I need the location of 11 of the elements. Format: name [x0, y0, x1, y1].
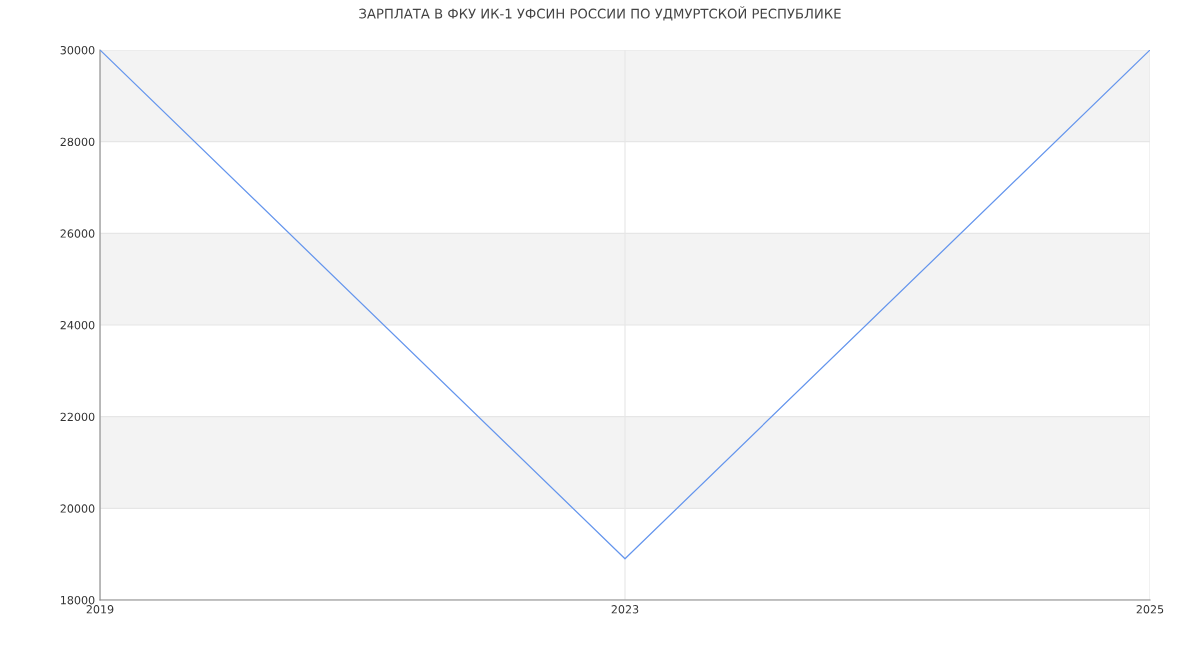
- y-tick-label: 30000: [60, 45, 95, 55]
- y-tick-label: 18000: [61, 595, 95, 605]
- y-tick-label: 26000: [60, 229, 95, 238]
- chart-title: ЗАРПЛАТА В ФКУ ИК-1 УФСИН РОССИИ ПО УДМУРТСКОЙ РЕСПУБЛИКЕ: [359, 6, 841, 21]
- y-tick-label: 28000: [60, 137, 95, 147]
- y-tick-label: 24000: [60, 320, 95, 330]
- y-tick-label: 20000: [60, 504, 95, 513]
- y-tick-label: 22000: [60, 412, 95, 422]
- x-tick-label: 2019: [86, 605, 114, 614]
- x-tick-label: 2025: [1136, 605, 1164, 614]
- x-tick-label: 2023: [611, 605, 639, 614]
